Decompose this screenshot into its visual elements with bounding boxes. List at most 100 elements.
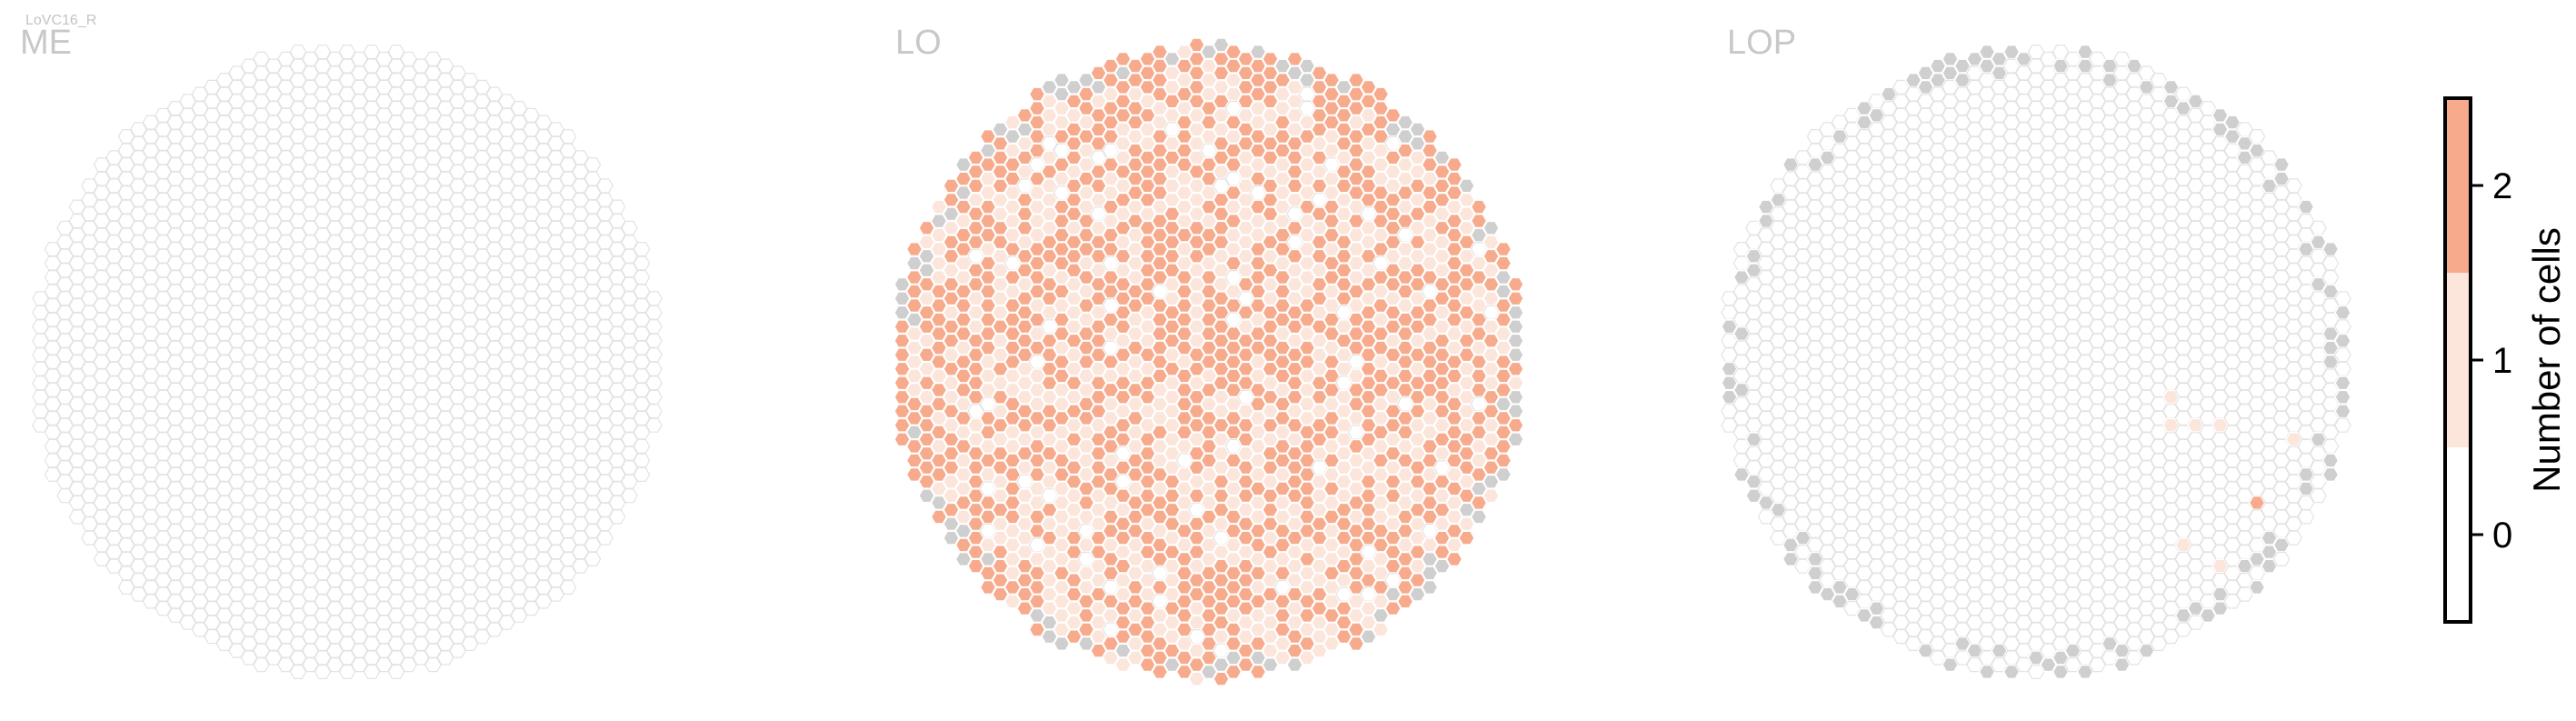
hex-cell (633, 242, 651, 257)
hex-cell (277, 558, 295, 574)
hex-cell (179, 558, 196, 574)
hex-cell (1506, 361, 1525, 377)
hex-cell (1457, 530, 1476, 546)
hex-cell (228, 615, 245, 630)
hex-cell (400, 558, 417, 574)
hex-cell (326, 601, 344, 616)
hex-cell (155, 573, 172, 588)
hex-cell (424, 629, 442, 645)
hex-cell (302, 601, 319, 616)
hex-cell (633, 466, 651, 483)
hex-cell (204, 558, 221, 574)
hex-cell (277, 601, 295, 616)
hex-cell (130, 530, 147, 546)
hex-cell (621, 220, 638, 235)
hex-cell (645, 347, 663, 363)
hex-cell (265, 650, 283, 666)
hex-cell (105, 516, 123, 532)
hex-cell (179, 516, 196, 532)
hex-cell (412, 650, 430, 666)
hex-cell (645, 417, 663, 433)
hex-cell (559, 129, 577, 145)
hex-cell (166, 607, 185, 624)
hex-cell (326, 629, 344, 645)
hex-cell (240, 650, 258, 666)
hex-cell (253, 601, 270, 616)
hex-cell (424, 586, 442, 602)
hex-cell (424, 573, 442, 588)
hex-cell (608, 199, 626, 215)
figure-subtitle: LoVC16_R (25, 13, 97, 28)
hex-cell (302, 586, 319, 602)
hex-cell (204, 615, 221, 630)
hex-cell (228, 545, 245, 560)
hex-map-me (32, 44, 663, 680)
hex-cell (1445, 156, 1463, 173)
hex-cell (375, 657, 393, 673)
hex-cell (400, 601, 417, 616)
hex-cell (253, 586, 270, 602)
hex-cell (326, 516, 344, 532)
hex-cell (204, 629, 221, 645)
hex-cell (179, 530, 196, 546)
hex-cell (645, 319, 663, 335)
hex-cell (375, 530, 393, 546)
hex-cell (302, 573, 319, 588)
hex-cell (424, 516, 442, 532)
hex-cell (351, 601, 368, 616)
hex-cell (351, 643, 368, 658)
hex-cell (375, 558, 393, 574)
hex-cell (130, 545, 147, 560)
hex-cell (375, 629, 393, 645)
hex-cell (351, 573, 368, 588)
hex-cell (424, 657, 442, 673)
hex-cell (1506, 375, 1525, 391)
hex-cell (155, 530, 172, 546)
hex-cell (204, 516, 221, 532)
hex-cell (1506, 346, 1525, 363)
hex-cell (351, 516, 368, 532)
hex-cell (302, 643, 319, 658)
hex-cell (68, 509, 86, 525)
hex-cell (44, 466, 62, 483)
hex-cell (645, 389, 663, 405)
hex-cell (596, 178, 614, 194)
hex-cell (424, 545, 442, 560)
hex-cell (277, 545, 295, 560)
hex-cell (130, 586, 147, 602)
hex-cell (1494, 255, 1513, 271)
hex-cell (400, 573, 417, 588)
hex-cell (400, 586, 417, 602)
hex-cell (424, 530, 442, 546)
hex-cell (375, 601, 393, 616)
hex-cell (277, 643, 295, 658)
panel-title-lo: LO (895, 24, 942, 62)
hex-cell (228, 573, 245, 588)
hex-cell (1470, 509, 1488, 525)
hex-cell (326, 615, 344, 630)
hex-cell (645, 404, 663, 419)
hex-cell (596, 530, 614, 546)
hex-cell (645, 291, 663, 306)
hex-cell (81, 516, 98, 532)
hex-cell (1445, 551, 1463, 567)
hex-cell (204, 586, 221, 602)
hex-cell (559, 579, 577, 596)
hex-cell (302, 530, 319, 546)
hex-cell (204, 573, 221, 588)
hex-cell (302, 558, 319, 574)
hex-cell (645, 376, 663, 391)
hex-cell (81, 530, 98, 546)
hex-cell (400, 545, 417, 560)
hex-cell (326, 586, 344, 602)
hex-cell (375, 516, 393, 532)
hex-cell (351, 615, 368, 630)
hex-cell (1506, 431, 1525, 447)
hex-cell (400, 657, 417, 673)
hex-cell (400, 615, 417, 630)
hex-cell (277, 530, 295, 546)
hex-cell (302, 657, 319, 673)
hex-cell (228, 601, 245, 616)
hex-cell (326, 545, 344, 560)
